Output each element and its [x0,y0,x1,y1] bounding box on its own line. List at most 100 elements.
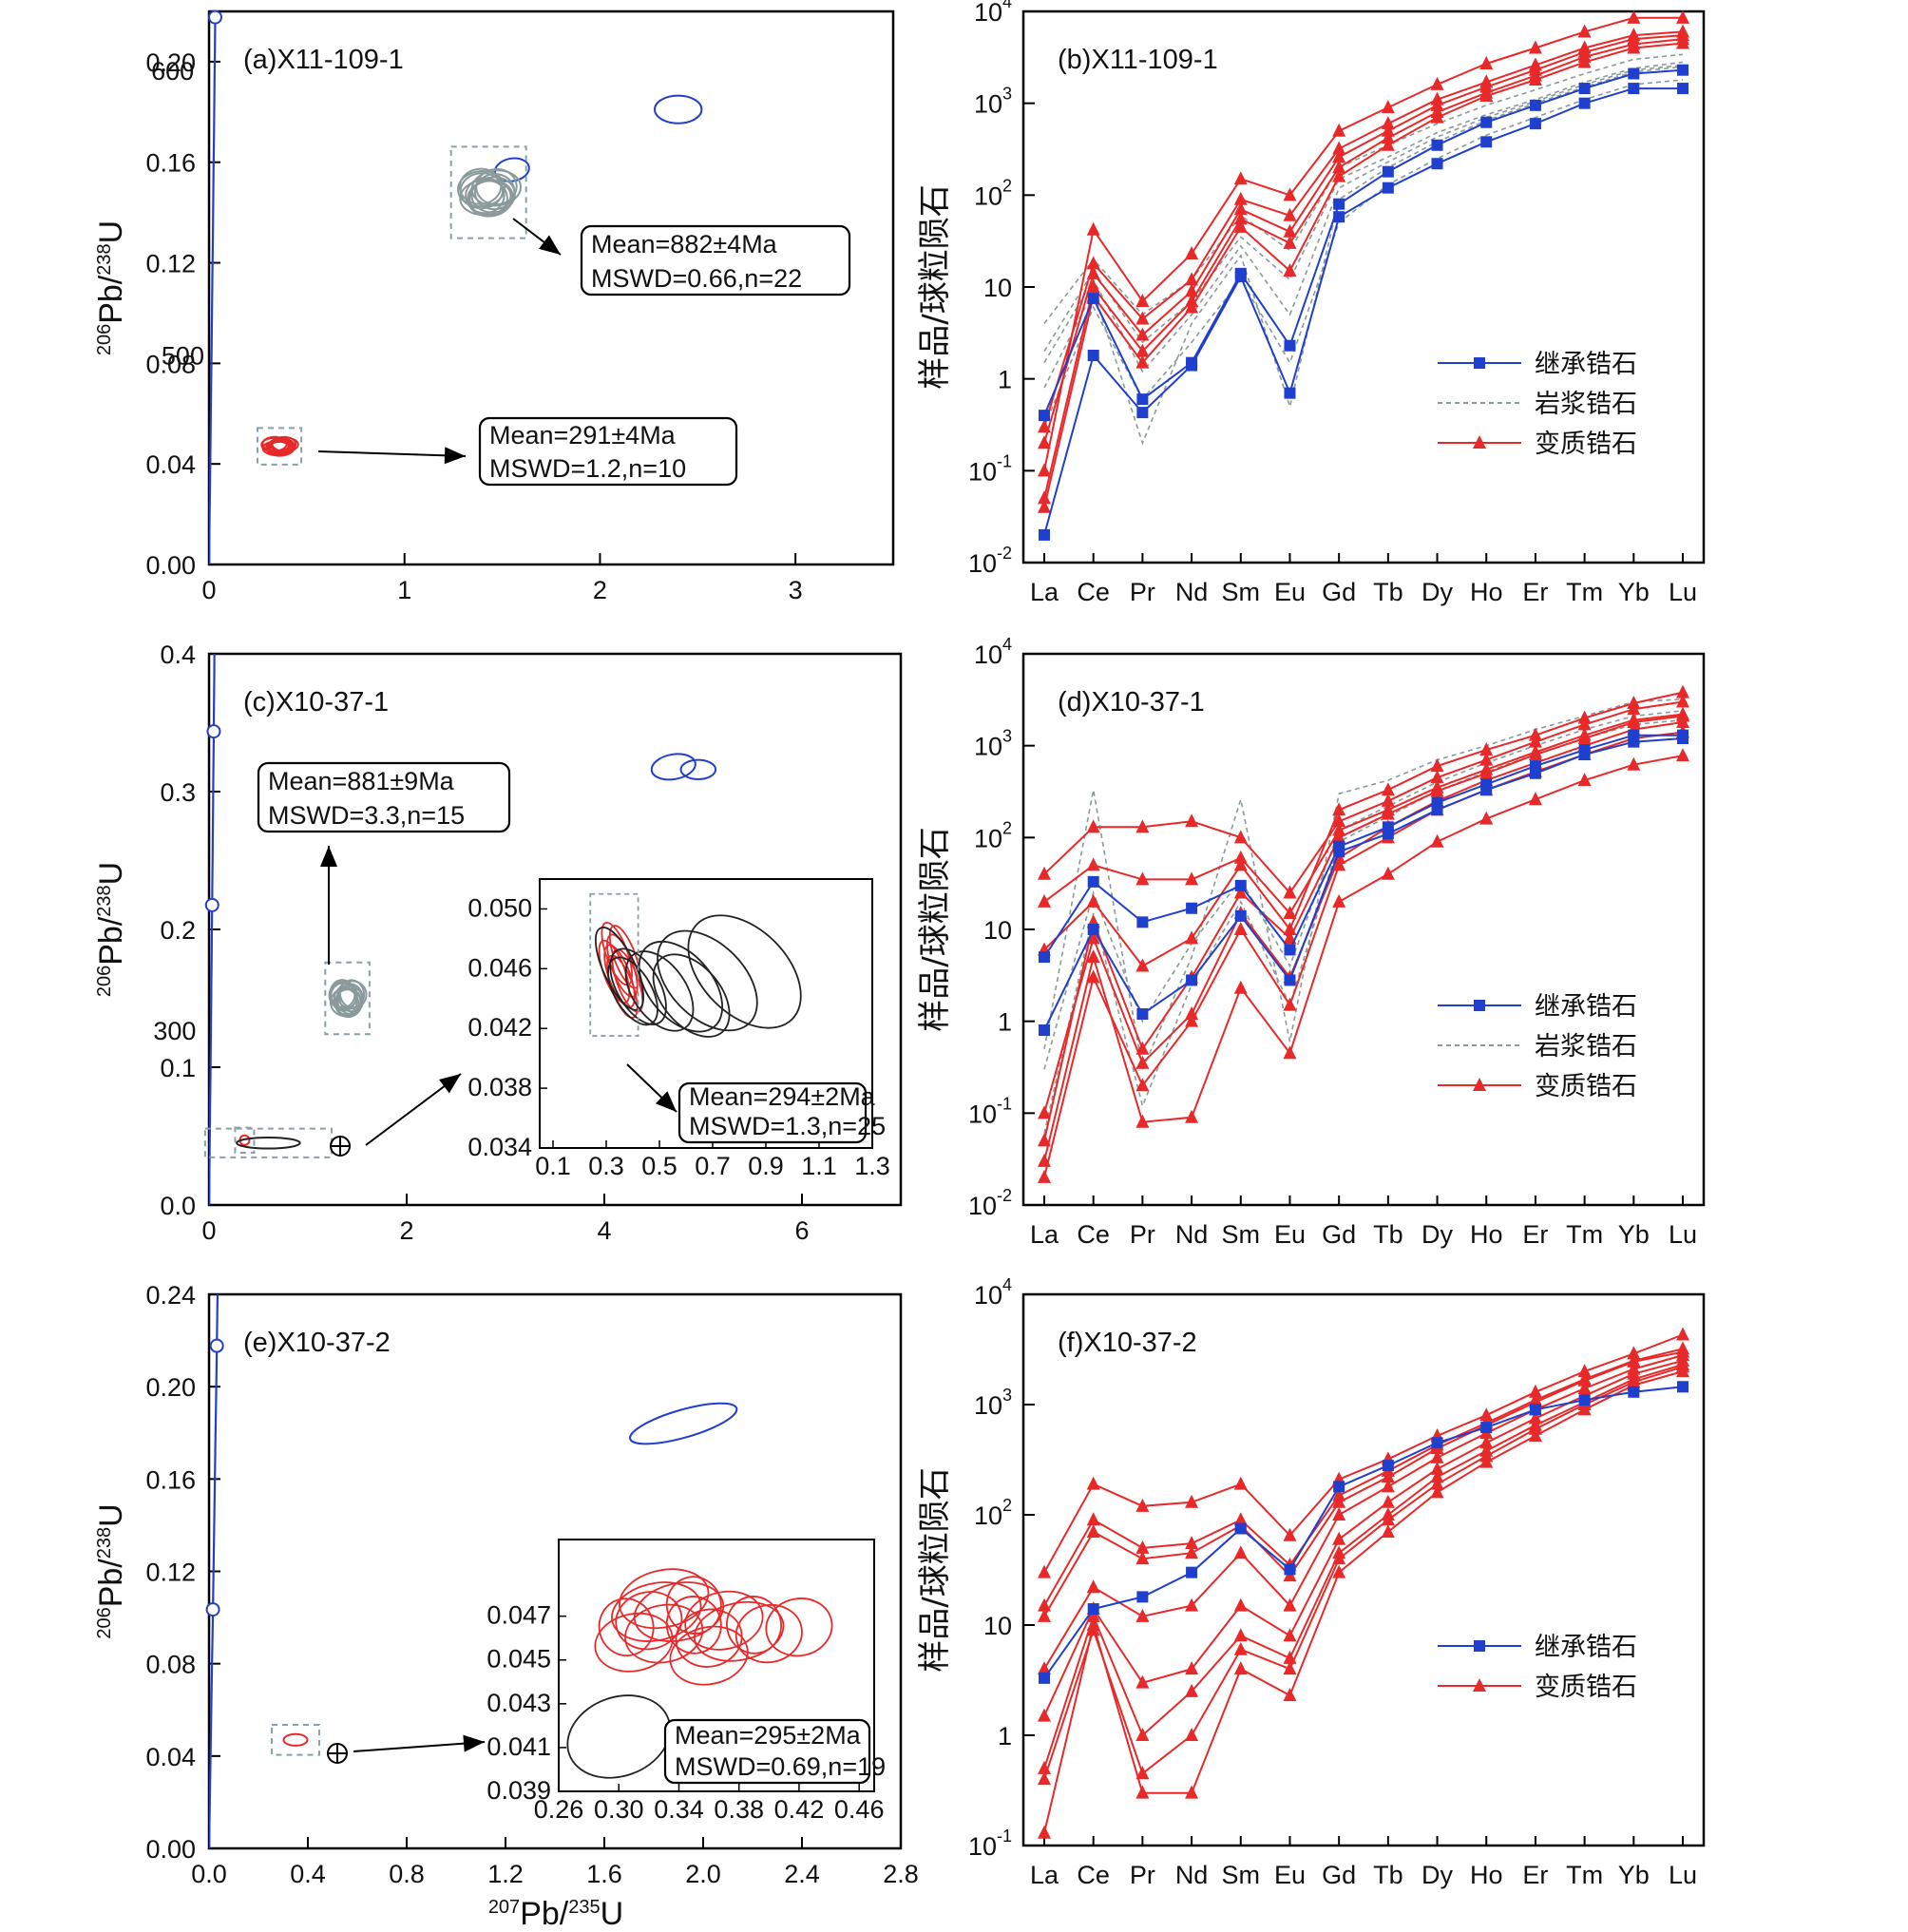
x-tick-label: Sm [1222,1220,1261,1249]
y-tick-label: 10 [983,1612,1012,1640]
arrow-line [317,450,467,457]
tick-base: 10 [983,1612,1012,1640]
data-point-metamorphic [1185,1545,1199,1559]
data-point-metamorphic [1135,1540,1150,1554]
annotation-line: MSWD=0.69,n=19 [675,1752,886,1781]
tick-base: 10 [983,274,1012,302]
tick-exp: 4 [1002,0,1012,11]
x-tick-label: 4 [597,1216,611,1245]
x-tick-label: Sm [1222,578,1261,606]
data-point-metamorphic [1185,283,1199,297]
data-point-metamorphic [1185,871,1199,886]
tick-base: 1 [998,366,1012,394]
data-point-metamorphic [1676,1359,1689,1373]
data-point-metamorphic [1479,1448,1494,1463]
data-ellipse-inherited [679,758,717,780]
plot-frame [1021,1292,1706,1847]
data-point-metamorphic [1233,1641,1248,1655]
data-point-inherited [1234,909,1247,922]
data-point-metamorphic [1283,207,1297,221]
x-axis-label: 207Pb/235U [488,1896,623,1932]
data-point-metamorphic [1332,857,1346,871]
data-point-metamorphic [1577,1381,1592,1395]
y-tick-label: 0.12 [145,1559,196,1587]
tick-exp: 3 [1002,1386,1012,1405]
series-line-inherited [1043,734,1683,958]
tick-base: 10 [968,1832,997,1861]
data-point-metamorphic [1430,109,1444,124]
x-tick-label: Lu [1669,578,1697,606]
data-point-metamorphic [1233,1476,1248,1490]
data-point-inherited [1186,902,1198,914]
x-tick-label: Eu [1274,1861,1306,1889]
data-ellipse-inherited [629,1402,738,1445]
data-point-inherited [1284,974,1296,986]
data-point-metamorphic [1283,1527,1297,1541]
legend-label-inherited: 继承锆石 [1535,350,1637,379]
y-axis-label: 样品/球粒陨石 [916,827,954,1031]
data-point-inherited [1234,270,1247,282]
data-point-metamorphic [1086,1523,1100,1538]
x-tick-label: Dy [1421,1220,1453,1249]
data-point-metamorphic [1479,811,1494,825]
inset-x-tick-label: 0.38 [714,1795,764,1824]
data-point-inherited [1529,1404,1541,1416]
data-point-inherited [1382,828,1394,840]
data-point-metamorphic [1627,714,1641,728]
data-point-metamorphic [1430,76,1444,90]
data-point-metamorphic [1332,1564,1346,1578]
data-point-metamorphic [1381,1479,1395,1493]
data-point-metamorphic [1038,1708,1051,1722]
x-tick-label: 3 [789,576,803,604]
age-label: 300 [153,1017,196,1045]
data-point-inherited [1529,118,1541,130]
x-tick-label: Er [1522,1220,1548,1249]
tick-base: 1 [998,1008,1012,1037]
inset-y-tick-label: 0.038 [467,1073,532,1101]
x-tick-label: Tm [1566,1861,1603,1889]
series-line-magmatic [1043,64,1684,373]
inset-ellipse-metamorphic [618,1568,710,1630]
data-point-metamorphic [1528,1421,1542,1435]
data-point-metamorphic [1038,1771,1051,1786]
data-point-metamorphic [1283,1628,1297,1642]
x-tick-label: Lu [1669,1220,1697,1249]
annotation-box [478,416,738,487]
data-point-metamorphic [1676,1344,1689,1358]
data-point-metamorphic [1038,490,1051,505]
x-tick-label: Yb [1618,578,1650,606]
data-point-metamorphic [1185,1597,1199,1612]
y-tick-label: 0.1 [160,1054,196,1082]
x-tick-label: 0.0 [191,1860,227,1888]
data-point-metamorphic [1676,1327,1689,1341]
annotation-line: MSWD=1.3,n=25 [689,1112,886,1140]
y-tick-label: 0.04 [145,450,196,479]
data-point-inherited [1234,1522,1247,1535]
arrow-line [353,1741,486,1752]
x-tick-label: Ce [1077,1861,1110,1889]
data-point-metamorphic [1233,201,1248,216]
annotation-box [257,761,511,833]
tick-base: 10 [974,824,1002,852]
data-point-metamorphic [1086,1579,1100,1594]
data-point-metamorphic [1676,694,1689,708]
data-point-metamorphic [1332,822,1346,836]
data-point-metamorphic [1185,1536,1199,1550]
y-label-elem: U [93,1503,129,1527]
data-point-metamorphic [1332,1507,1346,1521]
tick-base: 10 [968,549,997,578]
tick-exp: 3 [1002,85,1012,104]
data-point-metamorphic [1381,782,1395,796]
data-point-metamorphic [1038,893,1051,908]
data-point-metamorphic [1283,1045,1297,1060]
data-point-inherited [1186,359,1198,372]
data-point-metamorphic [1430,1469,1444,1483]
data-point-metamorphic [1283,235,1297,249]
legend-marker [1473,1678,1486,1692]
x-tick-label: Ho [1470,578,1503,606]
x-tick-label: Pr [1130,578,1155,606]
data-point-metamorphic [1577,731,1592,745]
y-tick-label: 1 [998,1008,1012,1037]
data-point-inherited [1039,1672,1050,1684]
tick-base: 10 [968,1100,997,1128]
